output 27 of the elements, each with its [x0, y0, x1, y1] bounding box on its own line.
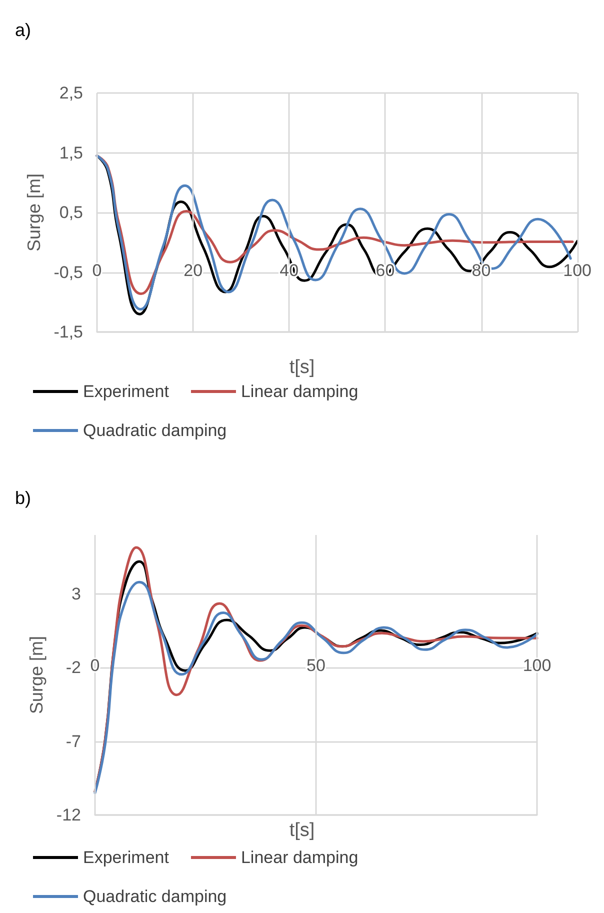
x-tick-label: 100 [522, 656, 552, 675]
legend-label: Experiment [83, 382, 170, 401]
x-tick-label: 0 [90, 656, 100, 675]
y-tick-label: -2 [66, 658, 81, 678]
legend-label: Linear damping [240, 848, 358, 867]
y-axis-title: Surge [m] [24, 173, 44, 252]
chart-title: b) [15, 488, 32, 508]
chart-title: a) [15, 20, 32, 40]
y-tick-label: -0,5 [54, 262, 83, 282]
x-axis-title: t[s] [289, 357, 315, 378]
y-tick-label: -7 [66, 732, 81, 751]
x-tick-label: 100 [563, 261, 592, 280]
y-tick-label: 3 [72, 584, 81, 604]
y-tick-label: 2,5 [59, 84, 83, 102]
y-axis-title: Surge [m] [26, 636, 47, 714]
legend-label: Quadratic damping [83, 887, 227, 906]
x-tick-label: 50 [306, 656, 326, 675]
legend-label: Linear damping [240, 382, 358, 401]
legend-label: Experiment [83, 848, 170, 867]
legend-label: Quadratic damping [83, 421, 227, 440]
y-tick-label: -1,5 [54, 322, 83, 342]
x-tick-label: 20 [184, 261, 203, 280]
x-axis-title: t[s] [289, 820, 315, 841]
x-tick-label: 0 [92, 261, 102, 280]
y-tick-label: 0,5 [59, 203, 83, 222]
y-tick-label: 1,5 [59, 143, 83, 162]
y-tick-label: -12 [56, 806, 81, 824]
